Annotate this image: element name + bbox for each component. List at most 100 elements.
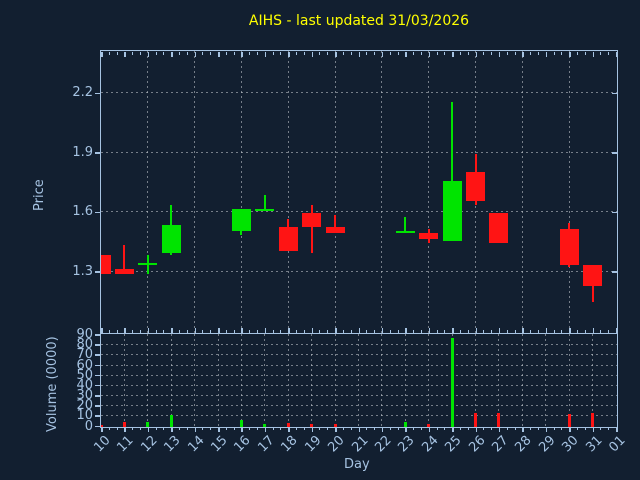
x-minor-tick <box>327 427 329 430</box>
x-minor-tick <box>202 427 204 430</box>
x-minor-tick <box>576 329 578 333</box>
x-minor-tick <box>491 329 493 333</box>
day-gridline <box>428 334 430 427</box>
x-major-tick <box>545 327 548 333</box>
x-major-tick <box>616 51 618 57</box>
volume-bar-day-19 <box>310 424 314 427</box>
x-minor-tick <box>483 427 485 430</box>
volume-bar-day-12 <box>146 422 150 427</box>
volume-tick <box>95 415 100 417</box>
x-minor-tick <box>576 51 578 55</box>
x-major-tick <box>218 327 220 333</box>
x-minor-tick <box>459 329 461 333</box>
x-major-tick <box>194 51 197 57</box>
x-major-tick <box>428 427 431 432</box>
volume-tick-label-10: 10 <box>76 408 93 424</box>
x-minor-tick <box>530 329 532 333</box>
day-gridline <box>592 334 594 427</box>
x-minor-tick <box>155 427 157 430</box>
day-gridline <box>568 334 570 427</box>
day-gridline <box>170 334 172 427</box>
x-major-tick <box>405 427 407 432</box>
x-major-tick <box>545 427 548 432</box>
x-minor-tick <box>296 427 298 430</box>
volume-tick-label-80: 80 <box>76 337 93 353</box>
x-minor-tick <box>342 51 344 55</box>
x-major-tick <box>124 427 126 432</box>
x-minor-tick <box>483 51 485 55</box>
candle-wick-day-17 <box>263 195 266 212</box>
candle-body-day-13 <box>161 224 181 253</box>
x-minor-tick <box>272 329 274 333</box>
volume-tick-label-90: 90 <box>76 327 93 342</box>
volume-bar-day-10 <box>101 425 103 427</box>
x-major-tick <box>475 327 478 333</box>
volume-bar-day-16 <box>239 420 243 427</box>
x-major-tick <box>452 427 454 432</box>
x-major-tick <box>171 427 173 432</box>
x-minor-tick <box>436 329 438 333</box>
x-minor-tick <box>296 329 298 333</box>
x-minor-tick <box>444 329 446 333</box>
x-major-tick <box>194 327 197 333</box>
x-minor-tick <box>584 51 586 55</box>
x-minor-tick <box>116 427 118 430</box>
x-minor-tick <box>303 427 305 430</box>
x-minor-tick <box>296 51 298 55</box>
x-minor-tick <box>249 329 251 333</box>
x-major-tick <box>218 51 220 57</box>
x-minor-tick <box>436 51 438 55</box>
x-major-tick <box>335 51 337 57</box>
x-major-tick <box>147 427 150 432</box>
x-major-tick <box>358 427 360 432</box>
volume-gridline <box>101 344 617 346</box>
volume-bar-day-26 <box>474 413 478 427</box>
x-minor-tick <box>225 329 227 333</box>
x-major-tick <box>405 327 407 333</box>
x-tick-label-22: 22 <box>372 433 395 456</box>
x-minor-tick <box>366 427 368 430</box>
x-minor-tick <box>210 329 212 333</box>
x-minor-tick <box>179 51 181 55</box>
day-gridline <box>217 334 219 427</box>
x-minor-tick <box>280 51 282 55</box>
x-minor-tick <box>514 329 516 333</box>
x-tick-label-12: 12 <box>138 433 161 456</box>
x-major-tick <box>241 427 243 432</box>
volume-gridline <box>101 395 617 396</box>
x-major-tick <box>616 327 618 333</box>
x-major-tick <box>498 51 501 57</box>
candle-body-day-31 <box>583 264 603 287</box>
x-minor-tick <box>210 51 212 55</box>
x-tick-label-19: 19 <box>301 433 325 456</box>
x-minor-tick <box>576 427 578 430</box>
price-tick <box>95 92 100 95</box>
x-major-tick <box>311 327 314 333</box>
x-minor-tick <box>397 329 399 333</box>
x-minor-tick <box>350 427 352 430</box>
volume-bar-day-27 <box>497 413 501 427</box>
x-major-tick <box>171 327 173 333</box>
x-major-tick <box>147 51 150 57</box>
x-minor-tick <box>140 329 141 333</box>
x-major-tick <box>101 427 103 432</box>
x-minor-tick <box>537 51 539 55</box>
day-gridline <box>334 334 336 427</box>
x-major-tick <box>545 51 548 57</box>
x-major-tick <box>522 427 524 432</box>
x-tick-label-27: 27 <box>489 433 512 456</box>
x-minor-tick <box>420 329 422 333</box>
price-tick <box>95 152 100 154</box>
volume-tick-label-40: 40 <box>76 377 93 393</box>
candle-wick-day-25 <box>451 102 454 241</box>
x-tick-label-24: 24 <box>419 433 442 456</box>
x-major-tick <box>498 327 501 333</box>
x-major-tick <box>124 327 126 333</box>
x-major-tick <box>218 427 220 432</box>
price-gridline <box>101 211 617 213</box>
x-major-tick <box>311 427 314 432</box>
x-major-tick <box>452 327 454 333</box>
x-minor-tick <box>225 427 227 430</box>
x-minor-tick <box>444 427 446 430</box>
